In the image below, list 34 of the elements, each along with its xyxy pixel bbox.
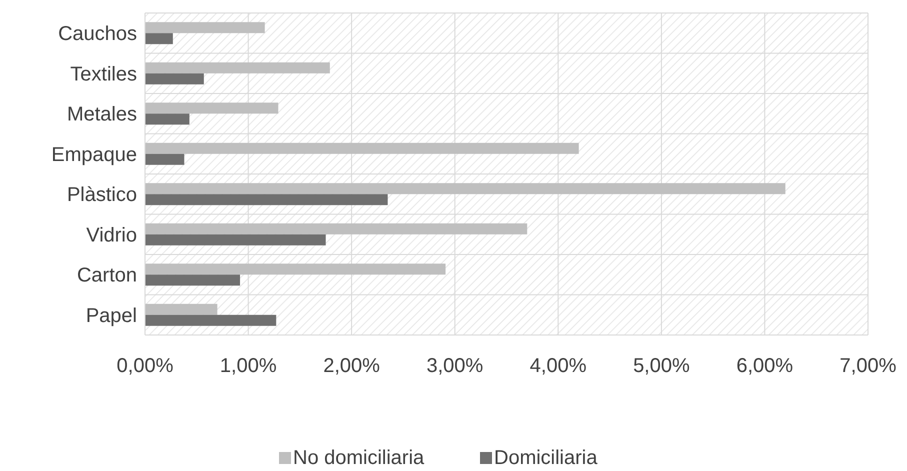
bar: [145, 33, 173, 44]
bar: [145, 183, 786, 194]
y-tick-label: Carton: [76, 264, 137, 287]
bar: [145, 234, 326, 246]
x-tick-label: 1,00%: [220, 355, 277, 377]
bar: [145, 73, 204, 84]
bar: [145, 194, 388, 206]
bar: [145, 22, 265, 34]
y-tick-label: Plàstico: [66, 184, 137, 206]
bar: [145, 142, 579, 154]
bar: [145, 223, 528, 234]
x-tick-label: 2,00%: [323, 355, 380, 377]
bar: [145, 114, 190, 125]
legend-label: Domiciliaria: [494, 447, 598, 469]
y-tick-label: Cauchos: [58, 23, 137, 46]
x-tick-label: 4,00%: [530, 355, 587, 377]
y-tick-label: Metales: [66, 104, 137, 126]
bar: [145, 154, 184, 165]
y-tick-label: Empaque: [51, 144, 137, 166]
y-tick-label: Textiles: [70, 63, 137, 86]
x-tick-label: 3,00%: [426, 355, 484, 377]
y-tick-label: Papel: [86, 304, 137, 327]
x-tick-label: 7,00%: [840, 355, 897, 377]
bar: [145, 62, 330, 74]
y-tick-label: Vidrio: [86, 224, 137, 246]
x-tick-label: 5,00%: [633, 355, 690, 377]
bar: [145, 264, 446, 275]
legend-label: No domiciliaria: [293, 447, 426, 469]
x-tick-label: 6,00%: [736, 355, 794, 377]
x-tick-label: 0,00%: [116, 355, 174, 377]
bar: [145, 102, 278, 114]
bar: [145, 304, 218, 315]
bar: [145, 314, 276, 326]
bar: [145, 274, 240, 286]
